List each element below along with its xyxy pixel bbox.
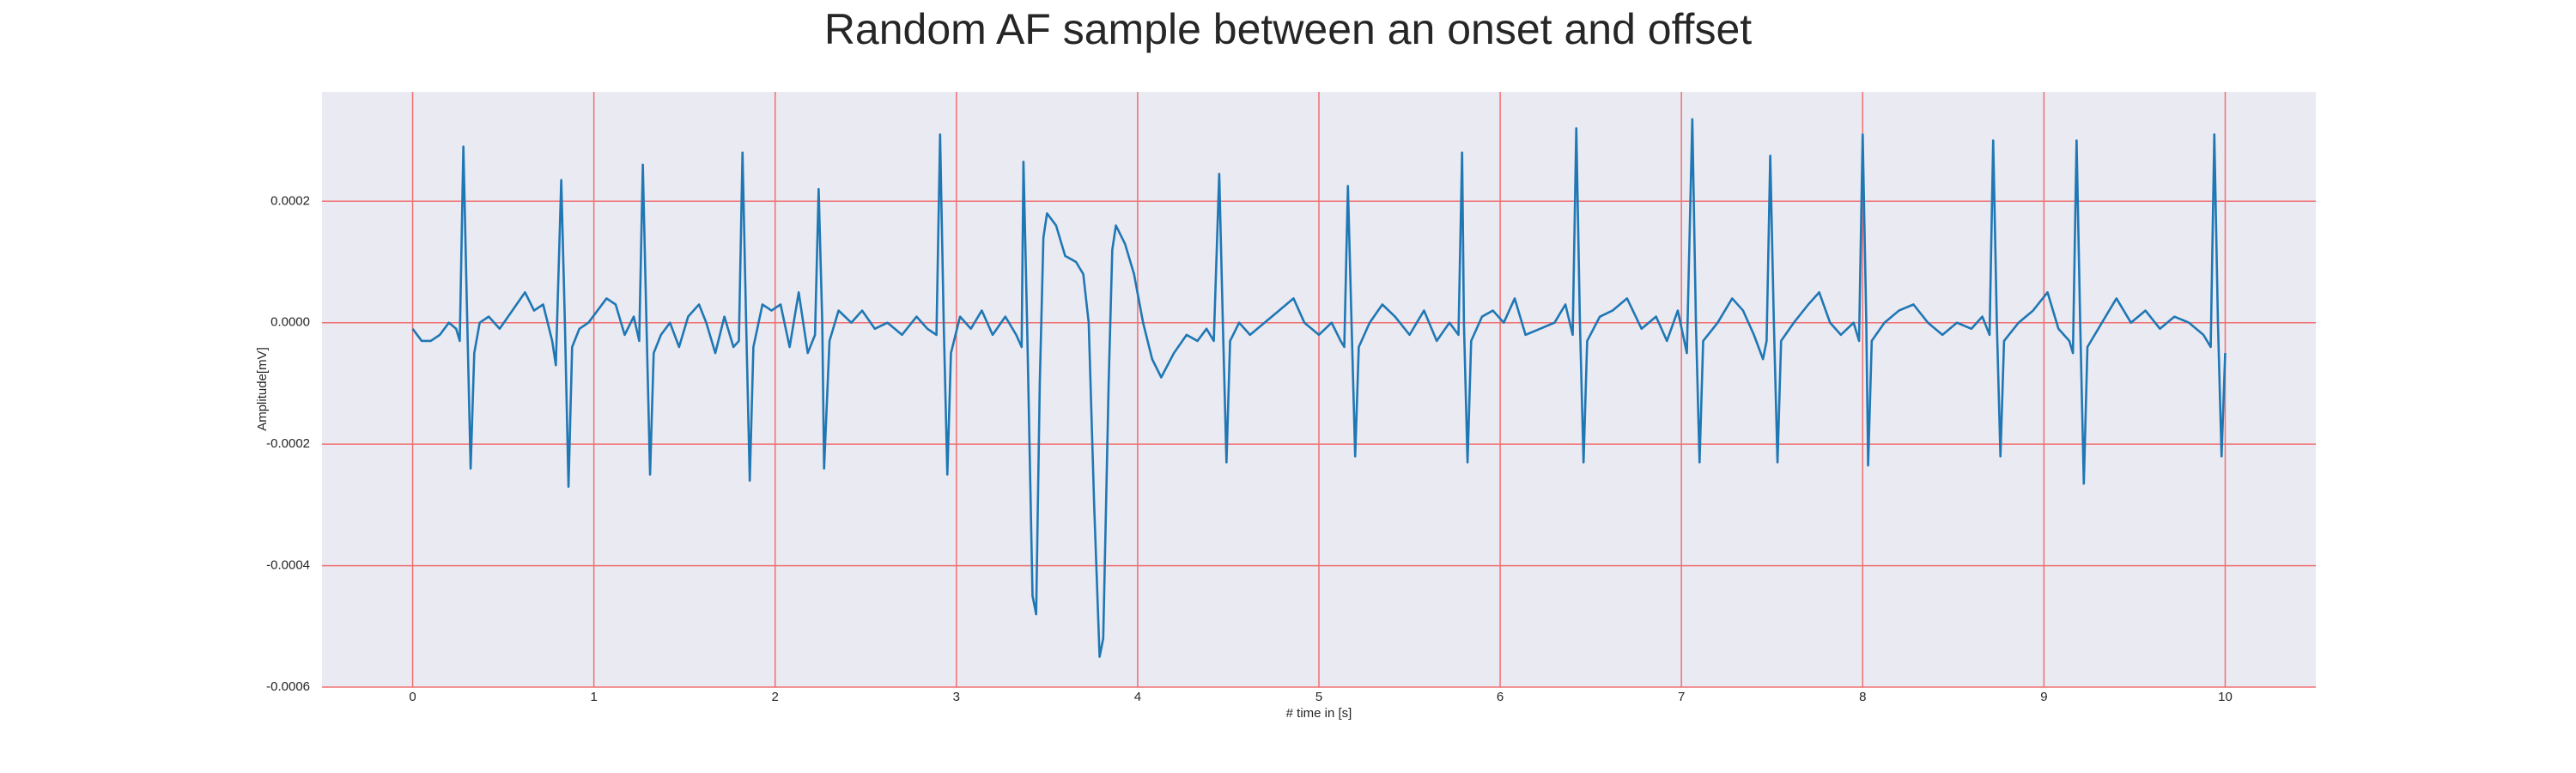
- x-tick-label: 6: [1497, 690, 1504, 704]
- y-axis-label: Amplitude[mV]: [255, 347, 270, 431]
- x-tick-label: 7: [1678, 690, 1685, 704]
- y-tick-label: -0.0006: [266, 679, 310, 694]
- y-tick-label: -0.0002: [266, 436, 310, 451]
- x-tick-label: 3: [953, 690, 960, 704]
- x-tick-label: 5: [1315, 690, 1322, 704]
- x-tick-label: 0: [409, 690, 416, 704]
- y-tick-label: 0.0000: [270, 315, 310, 330]
- x-tick-label: 9: [2040, 690, 2047, 704]
- chart-title: Random AF sample between an onset and of…: [824, 5, 1752, 53]
- x-tick-label: 2: [772, 690, 779, 704]
- y-tick-label: 0.0002: [270, 193, 310, 208]
- x-axis-label: # time in [s]: [1286, 706, 1352, 721]
- labels: 0 1 2 3 4 5 6 7 8 9 10 0.0002 0.0000 -0.0002 -0.0004 -0…: [266, 193, 2233, 704]
- marks: [411, 118, 2227, 658]
- signal-line: [411, 118, 2227, 658]
- x-tick-label: 10: [2218, 690, 2233, 704]
- x-tick-label: 8: [1859, 690, 1866, 704]
- x-tick-label: 4: [1134, 690, 1141, 704]
- x-tick-label: 1: [590, 690, 597, 704]
- y-tick-label: -0.0004: [266, 558, 310, 573]
